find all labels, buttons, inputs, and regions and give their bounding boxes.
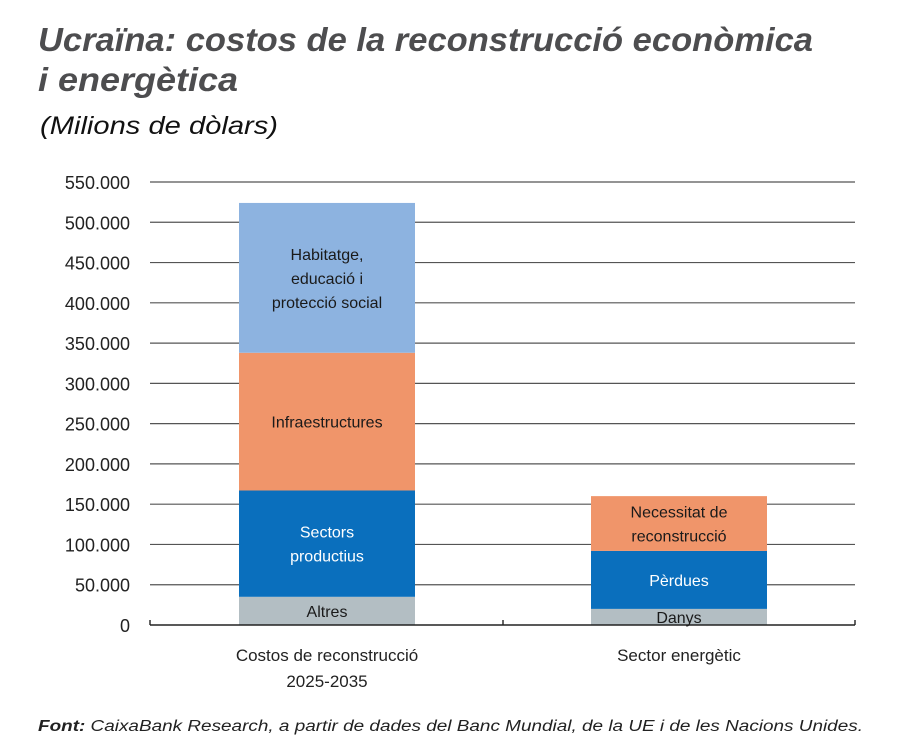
y-tick-label: 300.000 [65,374,130,394]
category-label-line: Sector energètic [617,646,741,665]
segment-label: Sectors productius [290,525,364,566]
category-label-line: 2025-2035 [286,672,367,691]
bar-segment [239,596,415,625]
segment-label-line: reconstrucció [631,529,726,546]
y-tick-label: 150.000 [65,495,130,515]
bar-segment [239,202,415,353]
category-label: Costos de reconstrucció 2025-2035 [236,646,418,691]
x-axis-labels: Costos de reconstrucció 2025-2035 Sector e… [236,646,742,691]
segment-label-line: productius [290,549,364,566]
y-tick-label: 200.000 [65,455,130,475]
segment-label: Altres [307,604,348,621]
segment-label-line: educació i [291,271,363,288]
y-tick-label: 500.000 [65,213,130,233]
bars: Altres Sectors productius Infraestructures H… [239,202,767,627]
y-tick-label: 0 [120,616,130,636]
y-tick-label: 550.000 [65,173,130,193]
bar-segment [591,608,767,625]
category-label-line: Costos de reconstrucció [236,646,418,665]
segment-label: Necessitat de reconstrucció [631,505,728,546]
y-axis-ticks: 0 50.000 100.000 150.000 200.000 250.000 300.0… [65,173,130,636]
segment-label-line: Danys [656,610,701,627]
bar-stack: Danys Pèrdues Necessitat de reconstrucció [591,496,767,627]
segment-label-line: Habitatge, [291,247,364,264]
segment-label: Danys [656,610,701,627]
y-tick-label: 100.000 [65,535,130,555]
bar-segment [239,352,415,491]
category-label: Sector energètic [617,646,741,665]
segment-label-line: Sectors [300,525,354,542]
y-tick-label: 400.000 [65,294,130,314]
source-text: CaixaBank Research, a partir de dades de… [85,718,863,735]
y-tick-label: 350.000 [65,334,130,354]
bar-segment [591,550,767,609]
x-axis [149,620,856,626]
segment-label: Pèrdues [649,573,709,590]
chart-subtitle: (Milions de dòlars) [40,112,278,140]
chart-title-line-1: Ucraïna: costos de la reconstrucció econ… [38,21,813,58]
source-label: Font: [38,718,85,735]
y-tick-label: 450.000 [65,254,130,274]
segment-label-line: Necessitat de [631,505,728,522]
bar-stack: Altres Sectors productius Infraestructures H… [239,202,415,625]
bar-segment [239,490,415,597]
chart-title-line-2: i energètica [38,61,238,98]
segment-label: Infraestructures [271,415,382,432]
y-tick-label: 250.000 [65,415,130,435]
bar-segment [591,496,767,551]
segment-label: Habitatge, educació i protecció social [272,247,382,312]
segment-label-line: Pèrdues [649,573,709,590]
segment-label-line: Infraestructures [271,415,382,432]
y-tick-label: 50.000 [75,576,130,596]
segment-label-line: Altres [307,604,348,621]
segment-label-line: protecció social [272,295,382,312]
source-note: Font: CaixaBank Research, a partir de da… [38,718,863,735]
